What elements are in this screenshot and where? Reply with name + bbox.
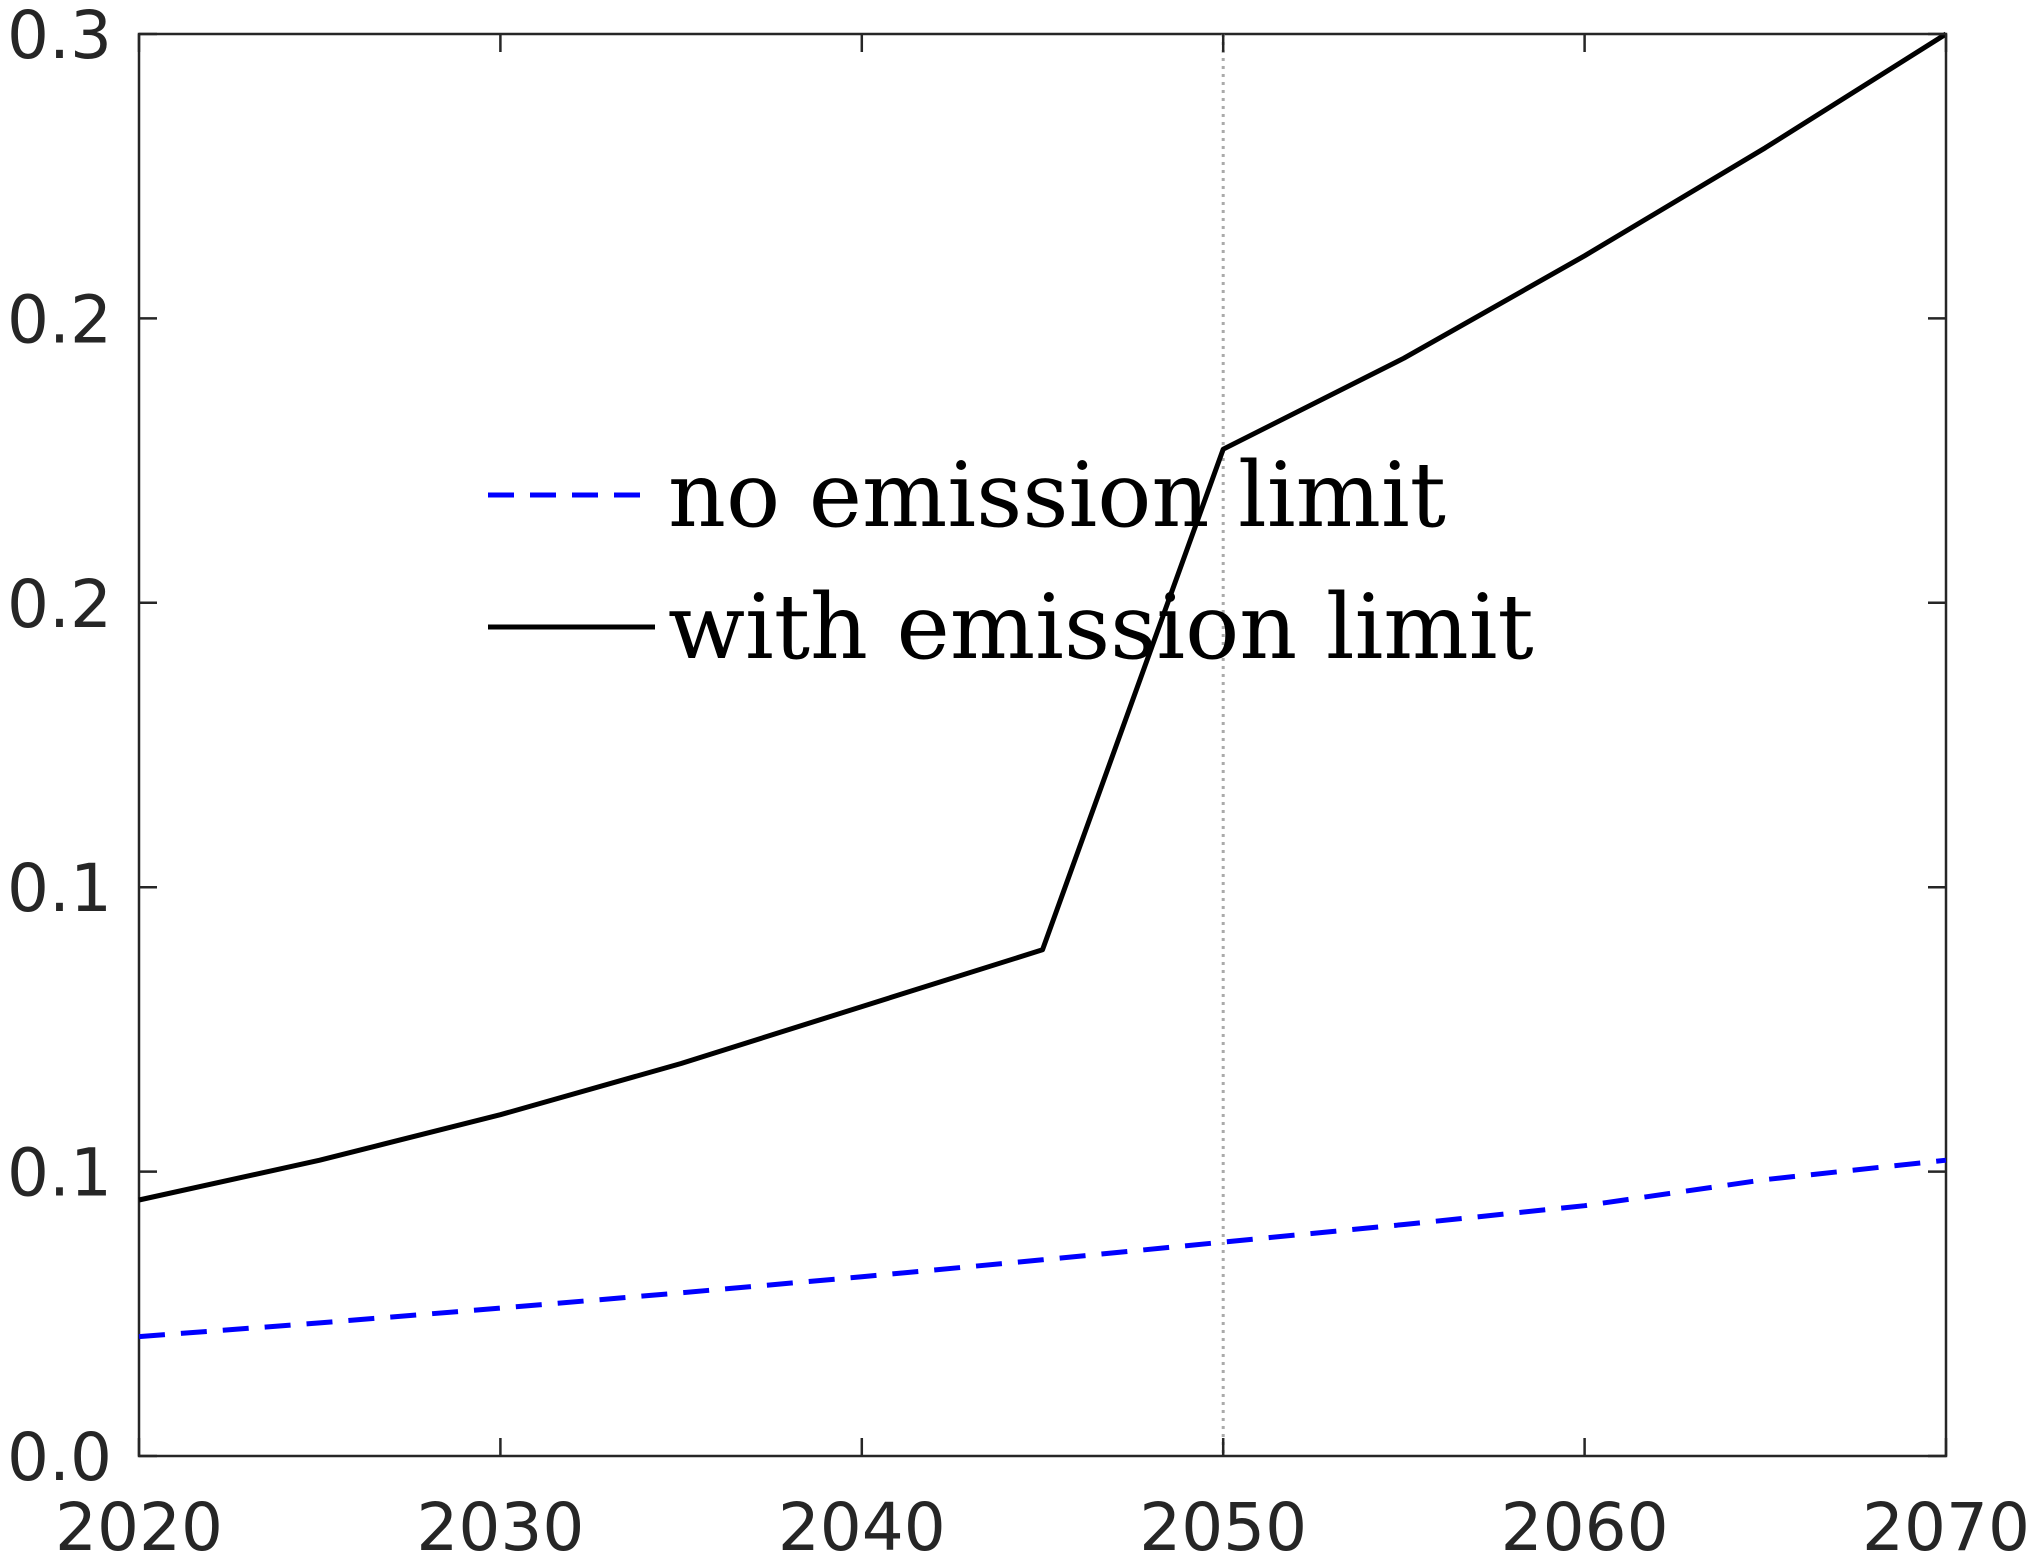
axis-ticks: 2020 2030 2040 2050 2060 2070 0.0 0.1 0.1 0.2 0.2 0…	[7, 0, 2030, 1554]
y-tick-label: 0.0	[7, 1419, 112, 1496]
plot-border	[137, 32, 1948, 1458]
series-group	[138, 31, 1948, 1340]
y-tick-label: 0.1	[7, 1135, 112, 1212]
y-tick-label: 0.2	[7, 566, 112, 643]
y-tick-label: 0.1	[7, 850, 112, 927]
x-tick-label: 2060	[1501, 1489, 1669, 1554]
x-tick-label: 2040	[778, 1489, 946, 1554]
legend: no emission limit with emission limit	[488, 443, 1534, 680]
x-tick-label: 2020	[55, 1489, 223, 1554]
legend-label: with emission limit	[668, 575, 1534, 680]
series-line-no-emission-limit	[138, 1157, 1947, 1340]
y-tick-label: 0.3	[7, 0, 112, 74]
plot-area	[137, 32, 1948, 1458]
x-tick-label: 2070	[1862, 1489, 2030, 1554]
series-line-with-emission-limit	[138, 31, 1948, 1203]
y-tick-label: 0.2	[7, 281, 112, 358]
legend-label: no emission limit	[668, 443, 1446, 548]
x-tick-label: 2050	[1139, 1489, 1307, 1554]
x-tick-label: 2030	[416, 1489, 584, 1554]
